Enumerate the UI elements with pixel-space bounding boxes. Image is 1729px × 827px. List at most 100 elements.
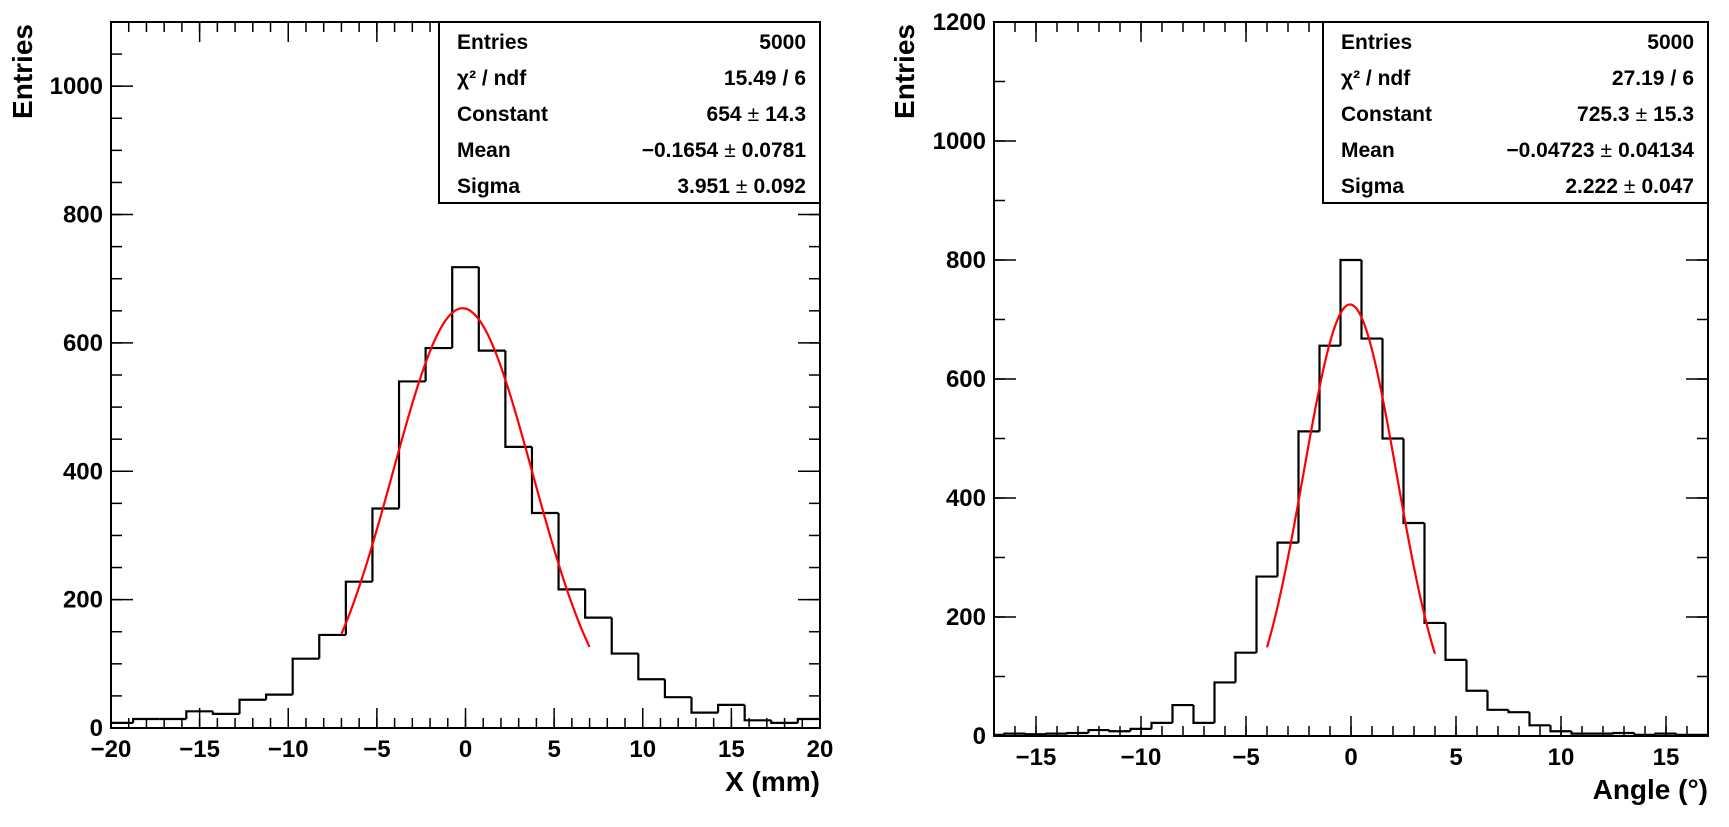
x-tick-label: −20	[91, 736, 132, 763]
param-value: −0.1654	[642, 139, 719, 162]
chi2-value: 27.19	[1612, 67, 1665, 90]
y-tick-label: 200	[946, 604, 986, 631]
histogram-bin	[1129, 727, 1152, 732]
histogram-bin	[994, 733, 1005, 736]
histogram-bin	[371, 507, 400, 582]
histogram-bin	[1570, 731, 1593, 735]
histogram-bin	[291, 657, 320, 695]
histogram-bin	[344, 580, 373, 635]
y-tick-label: 1000	[50, 73, 103, 100]
stats-label: Mean	[1341, 139, 1395, 162]
fit-curve	[1265, 303, 1437, 655]
histogram-bin	[1381, 338, 1404, 440]
y-tick-label: 1200	[933, 9, 986, 36]
x-tick-label: 5	[547, 736, 560, 763]
histogram-bin	[1697, 733, 1708, 736]
param-value: 654	[707, 103, 742, 126]
x-tick-label: 10	[1548, 744, 1575, 771]
histogram-bin	[1507, 709, 1530, 714]
x-tick-label: −10	[1121, 744, 1162, 771]
histogram-bin	[796, 717, 820, 723]
chi2-value: 15.49	[724, 67, 777, 90]
stats-value: −0.04723 ±0.04134	[1506, 139, 1694, 162]
stats-value: 15.49/ 6	[724, 67, 806, 90]
histogram-bin	[1066, 731, 1089, 735]
param-value: 3.951	[677, 175, 730, 198]
param-error: 0.047	[1641, 175, 1694, 198]
panel: −15 −10 −5 0 5 10 15 0 200 400 600 800 1000 1200 Angle…	[889, 9, 1709, 805]
histogram-bin	[716, 703, 745, 713]
histogram-bin	[211, 711, 240, 715]
x-tick-label: 20	[807, 736, 834, 763]
param-error: 0.04134	[1618, 139, 1694, 162]
stats-label: χ² / ndf	[457, 67, 527, 90]
y-tick-label: 200	[63, 587, 103, 614]
x-axis-title: X (mm)	[725, 766, 820, 797]
plot-area	[994, 258, 1708, 736]
x-tick-label: −5	[1232, 744, 1259, 771]
x-tick-label: 15	[718, 736, 745, 763]
histogram-bin	[1612, 731, 1635, 735]
histogram-bin	[318, 633, 346, 659]
x-tick-label: 0	[1344, 744, 1357, 771]
param-value: 2.222	[1565, 175, 1618, 198]
stats-value: 2.222 ±0.047	[1565, 175, 1694, 198]
histogram-bin	[185, 710, 213, 720]
param-error: 0.0781	[742, 139, 807, 162]
stats-value: 725.3 ±15.3	[1577, 103, 1694, 126]
histogram-bin	[690, 697, 719, 714]
histogram-bin	[1402, 438, 1425, 525]
histogram-bin	[557, 512, 586, 591]
stats-value: 3.951 ±0.092	[677, 175, 806, 198]
histogram-bin	[1087, 728, 1110, 734]
plus-minus: ±	[748, 103, 760, 126]
histogram-bin	[1339, 258, 1362, 346]
histogram-bin	[770, 720, 798, 724]
histogram-bin	[1108, 730, 1131, 733]
x-tick-label: −15	[179, 736, 220, 763]
histogram-bin	[1255, 575, 1278, 653]
stats-label: Entries	[457, 31, 528, 54]
plus-minus: ±	[1636, 103, 1648, 126]
histogram-bin	[504, 350, 532, 448]
x-tick-label: 10	[629, 736, 656, 763]
stats-value: 5000	[759, 31, 806, 54]
y-tick-label: 600	[946, 366, 986, 393]
plus-minus: ±	[724, 139, 736, 162]
plus-minus: ±	[1601, 139, 1613, 162]
histogram-bin	[663, 679, 692, 699]
histogram-bin	[637, 653, 665, 681]
fit-curve	[340, 307, 591, 648]
y-tick-label: 0	[90, 715, 103, 742]
stats-value: 654 ±14.3	[707, 103, 806, 126]
histogram-bin	[1213, 681, 1236, 723]
histogram-bin	[238, 698, 267, 714]
stats-label: Sigma	[457, 175, 520, 198]
ndf-value: 6	[794, 67, 806, 90]
histogram-bin	[397, 380, 426, 509]
histogram-bin	[1675, 733, 1698, 736]
histogram-bin	[264, 693, 293, 700]
plus-minus: ±	[1624, 175, 1636, 198]
plot-area	[111, 266, 820, 724]
histogram-bin	[1192, 705, 1215, 725]
param-error: 0.092	[753, 175, 806, 198]
x-tick-label: −10	[268, 736, 309, 763]
histogram-bin	[1423, 522, 1446, 625]
x-tick-label: 5	[1449, 744, 1462, 771]
stats-label: Entries	[1341, 31, 1412, 54]
histogram-bin	[1024, 733, 1047, 736]
y-axis-title: Entries	[7, 24, 38, 119]
stats-label: Constant	[1341, 103, 1432, 126]
histogram-bin	[477, 267, 506, 352]
stats-label: Constant	[457, 103, 548, 126]
x-tick-label: 15	[1653, 744, 1680, 771]
histogram-bin	[132, 717, 160, 723]
y-tick-label: 400	[946, 485, 986, 512]
plus-minus: ±	[736, 175, 748, 198]
histogram-bin	[1444, 622, 1467, 661]
histogram-bin	[1549, 725, 1572, 733]
